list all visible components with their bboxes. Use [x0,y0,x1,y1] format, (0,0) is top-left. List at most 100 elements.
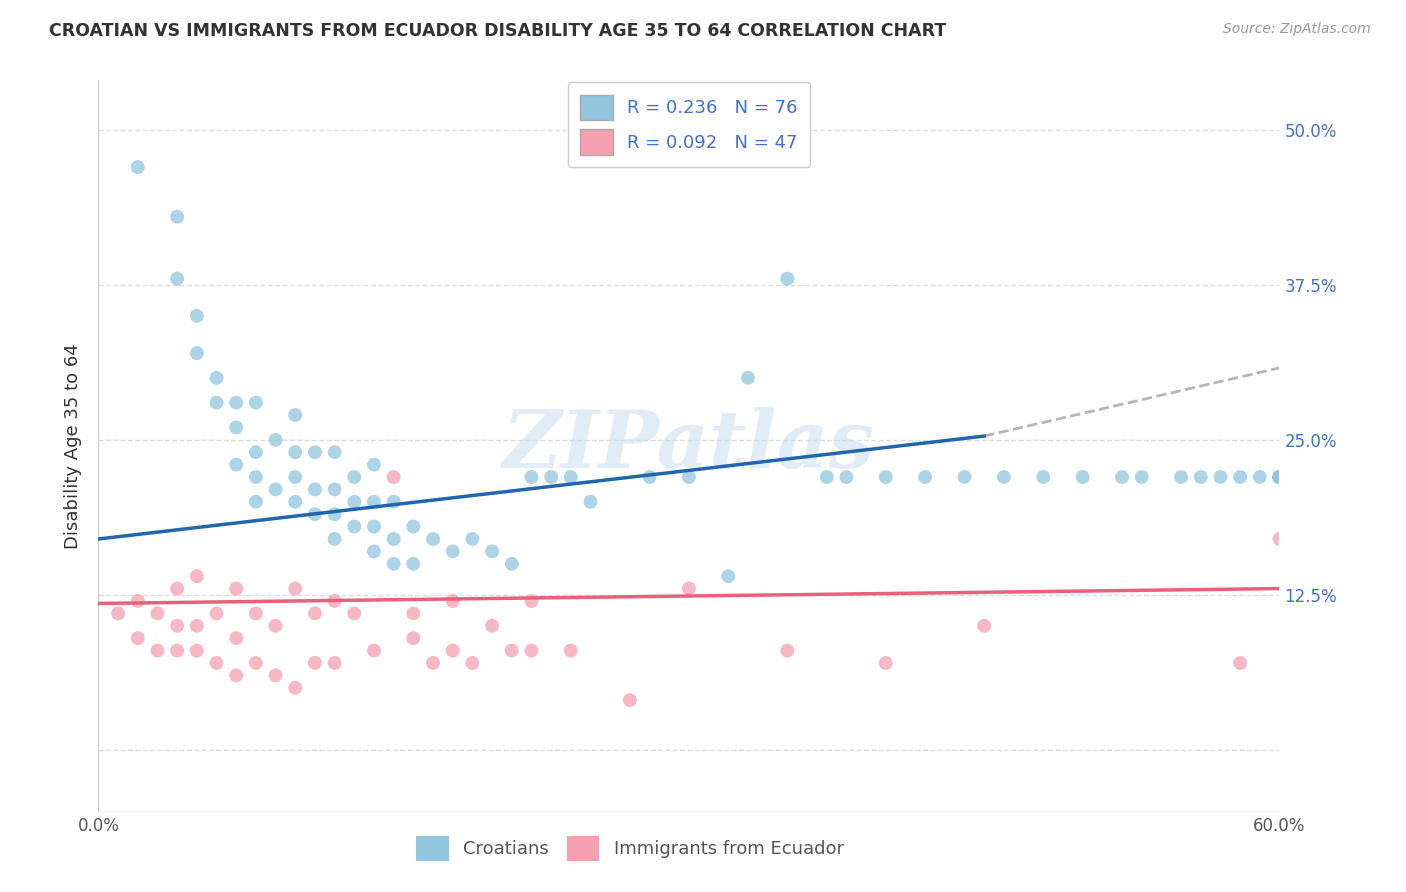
Point [520,643,543,657]
Point [678,470,700,484]
Point [304,607,326,621]
Point [284,681,307,695]
Point [1130,470,1153,484]
Point [245,395,267,409]
Point [1032,470,1054,484]
Point [540,470,562,484]
Point [225,668,247,682]
Point [245,470,267,484]
Point [186,346,208,360]
Point [343,519,366,533]
Point [953,470,976,484]
Point [284,582,307,596]
Point [225,458,247,472]
Point [678,582,700,596]
Point [481,619,503,633]
Point [304,656,326,670]
Point [1268,470,1291,484]
Point [875,470,897,484]
Point [245,656,267,670]
Point [422,656,444,670]
Point [343,607,366,621]
Point [205,656,228,670]
Point [638,470,661,484]
Point [382,495,405,509]
Point [1268,470,1291,484]
Point [304,507,326,521]
Point [1268,470,1291,484]
Point [363,643,385,657]
Point [914,470,936,484]
Point [225,631,247,645]
Point [835,470,858,484]
Point [323,532,346,546]
Point [205,371,228,385]
Point [776,271,799,285]
Point [382,532,405,546]
Point [973,619,995,633]
Point [560,643,582,657]
Point [402,631,425,645]
Point [1229,470,1251,484]
Point [520,594,543,608]
Point [1268,470,1291,484]
Point [186,643,208,657]
Point [737,371,759,385]
Point [1268,532,1291,546]
Point [166,643,188,657]
Point [323,507,346,521]
Point [560,470,582,484]
Point [1209,470,1232,484]
Point [127,594,149,608]
Point [166,271,188,285]
Point [284,445,307,459]
Point [284,495,307,509]
Point [441,544,464,558]
Point [382,557,405,571]
Point [402,519,425,533]
Point [284,470,307,484]
Point [264,433,287,447]
Point [1268,470,1291,484]
Point [186,309,208,323]
Point [304,445,326,459]
Point [402,557,425,571]
Point [205,607,228,621]
Point [1111,470,1133,484]
Point [264,483,287,497]
Point [776,643,799,657]
Point [146,607,169,621]
Point [1071,470,1094,484]
Point [1249,470,1271,484]
Point [245,445,267,459]
Point [205,395,228,409]
Point [481,544,503,558]
Text: CROATIAN VS IMMIGRANTS FROM ECUADOR DISABILITY AGE 35 TO 64 CORRELATION CHART: CROATIAN VS IMMIGRANTS FROM ECUADOR DISA… [49,22,946,40]
Point [323,656,346,670]
Point [166,210,188,224]
Point [501,643,523,657]
Point [363,495,385,509]
Point [1170,470,1192,484]
Text: Source: ZipAtlas.com: Source: ZipAtlas.com [1223,22,1371,37]
Point [127,631,149,645]
Point [245,607,267,621]
Point [127,160,149,174]
Point [579,495,602,509]
Point [382,470,405,484]
Point [1268,470,1291,484]
Point [363,458,385,472]
Point [441,643,464,657]
Legend: Croatians, Immigrants from Ecuador: Croatians, Immigrants from Ecuador [409,829,851,869]
Point [619,693,641,707]
Point [501,557,523,571]
Point [422,532,444,546]
Point [323,594,346,608]
Point [166,582,188,596]
Point [1268,470,1291,484]
Y-axis label: Disability Age 35 to 64: Disability Age 35 to 64 [65,343,83,549]
Point [146,643,169,657]
Point [264,619,287,633]
Point [225,395,247,409]
Point [323,483,346,497]
